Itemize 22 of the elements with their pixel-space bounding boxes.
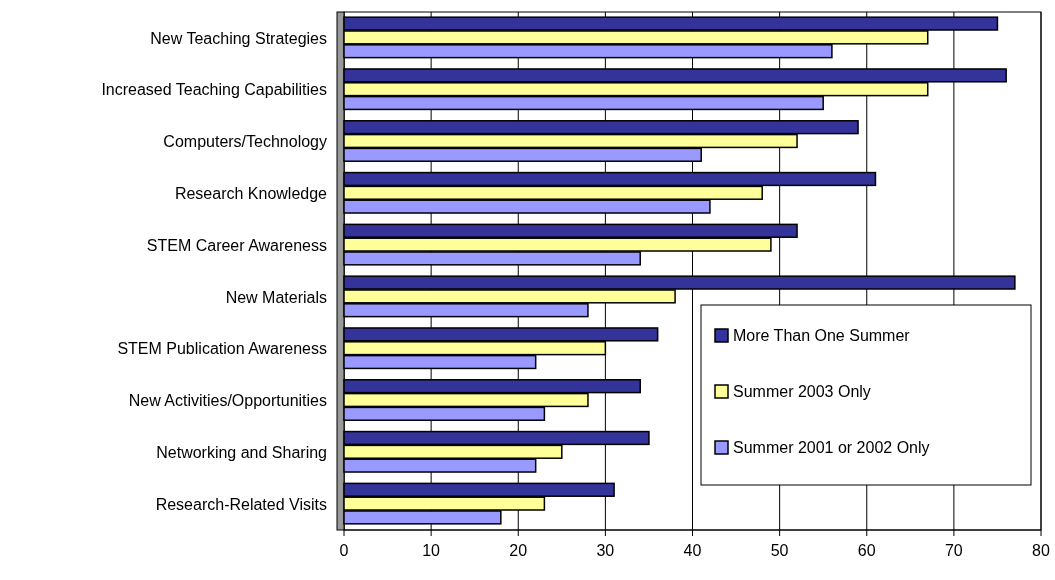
y-tick-label: Research Knowledge xyxy=(174,184,328,202)
x-tick-label: 20 xyxy=(509,542,528,559)
y-tick-label: Computers/Technology xyxy=(163,133,327,151)
y-tick-label: New Teaching Strategies xyxy=(150,29,327,47)
x-tick-label: 80 xyxy=(1032,542,1050,559)
y-tick-label: STEM Publication Awareness xyxy=(117,340,327,358)
y-tick-label: Research-Related Visits xyxy=(155,495,327,513)
x-tick-label: 50 xyxy=(770,542,789,559)
y-tick-label: Increased Teaching Capabilities xyxy=(101,81,327,99)
legend-label: Summer 2001 or 2002 Only xyxy=(733,438,930,456)
y-tick-label: Networking and Sharing xyxy=(156,443,327,461)
y-tick-label: New Activities/Opportunities xyxy=(128,392,327,410)
legend-label: Summer 2003 Only xyxy=(733,382,871,400)
x-tick-label: 60 xyxy=(857,542,876,559)
x-tick-label: 0 xyxy=(339,542,349,559)
legend-label: More Than One Summer xyxy=(733,326,911,344)
y-tick-label: New Materials xyxy=(225,288,327,306)
x-tick-label: 30 xyxy=(596,542,615,559)
x-tick-label: 70 xyxy=(944,542,963,559)
x-tick-label: 10 xyxy=(422,542,441,559)
y-tick-label: STEM Career Awareness xyxy=(146,236,327,254)
x-tick-label: 40 xyxy=(683,542,702,559)
